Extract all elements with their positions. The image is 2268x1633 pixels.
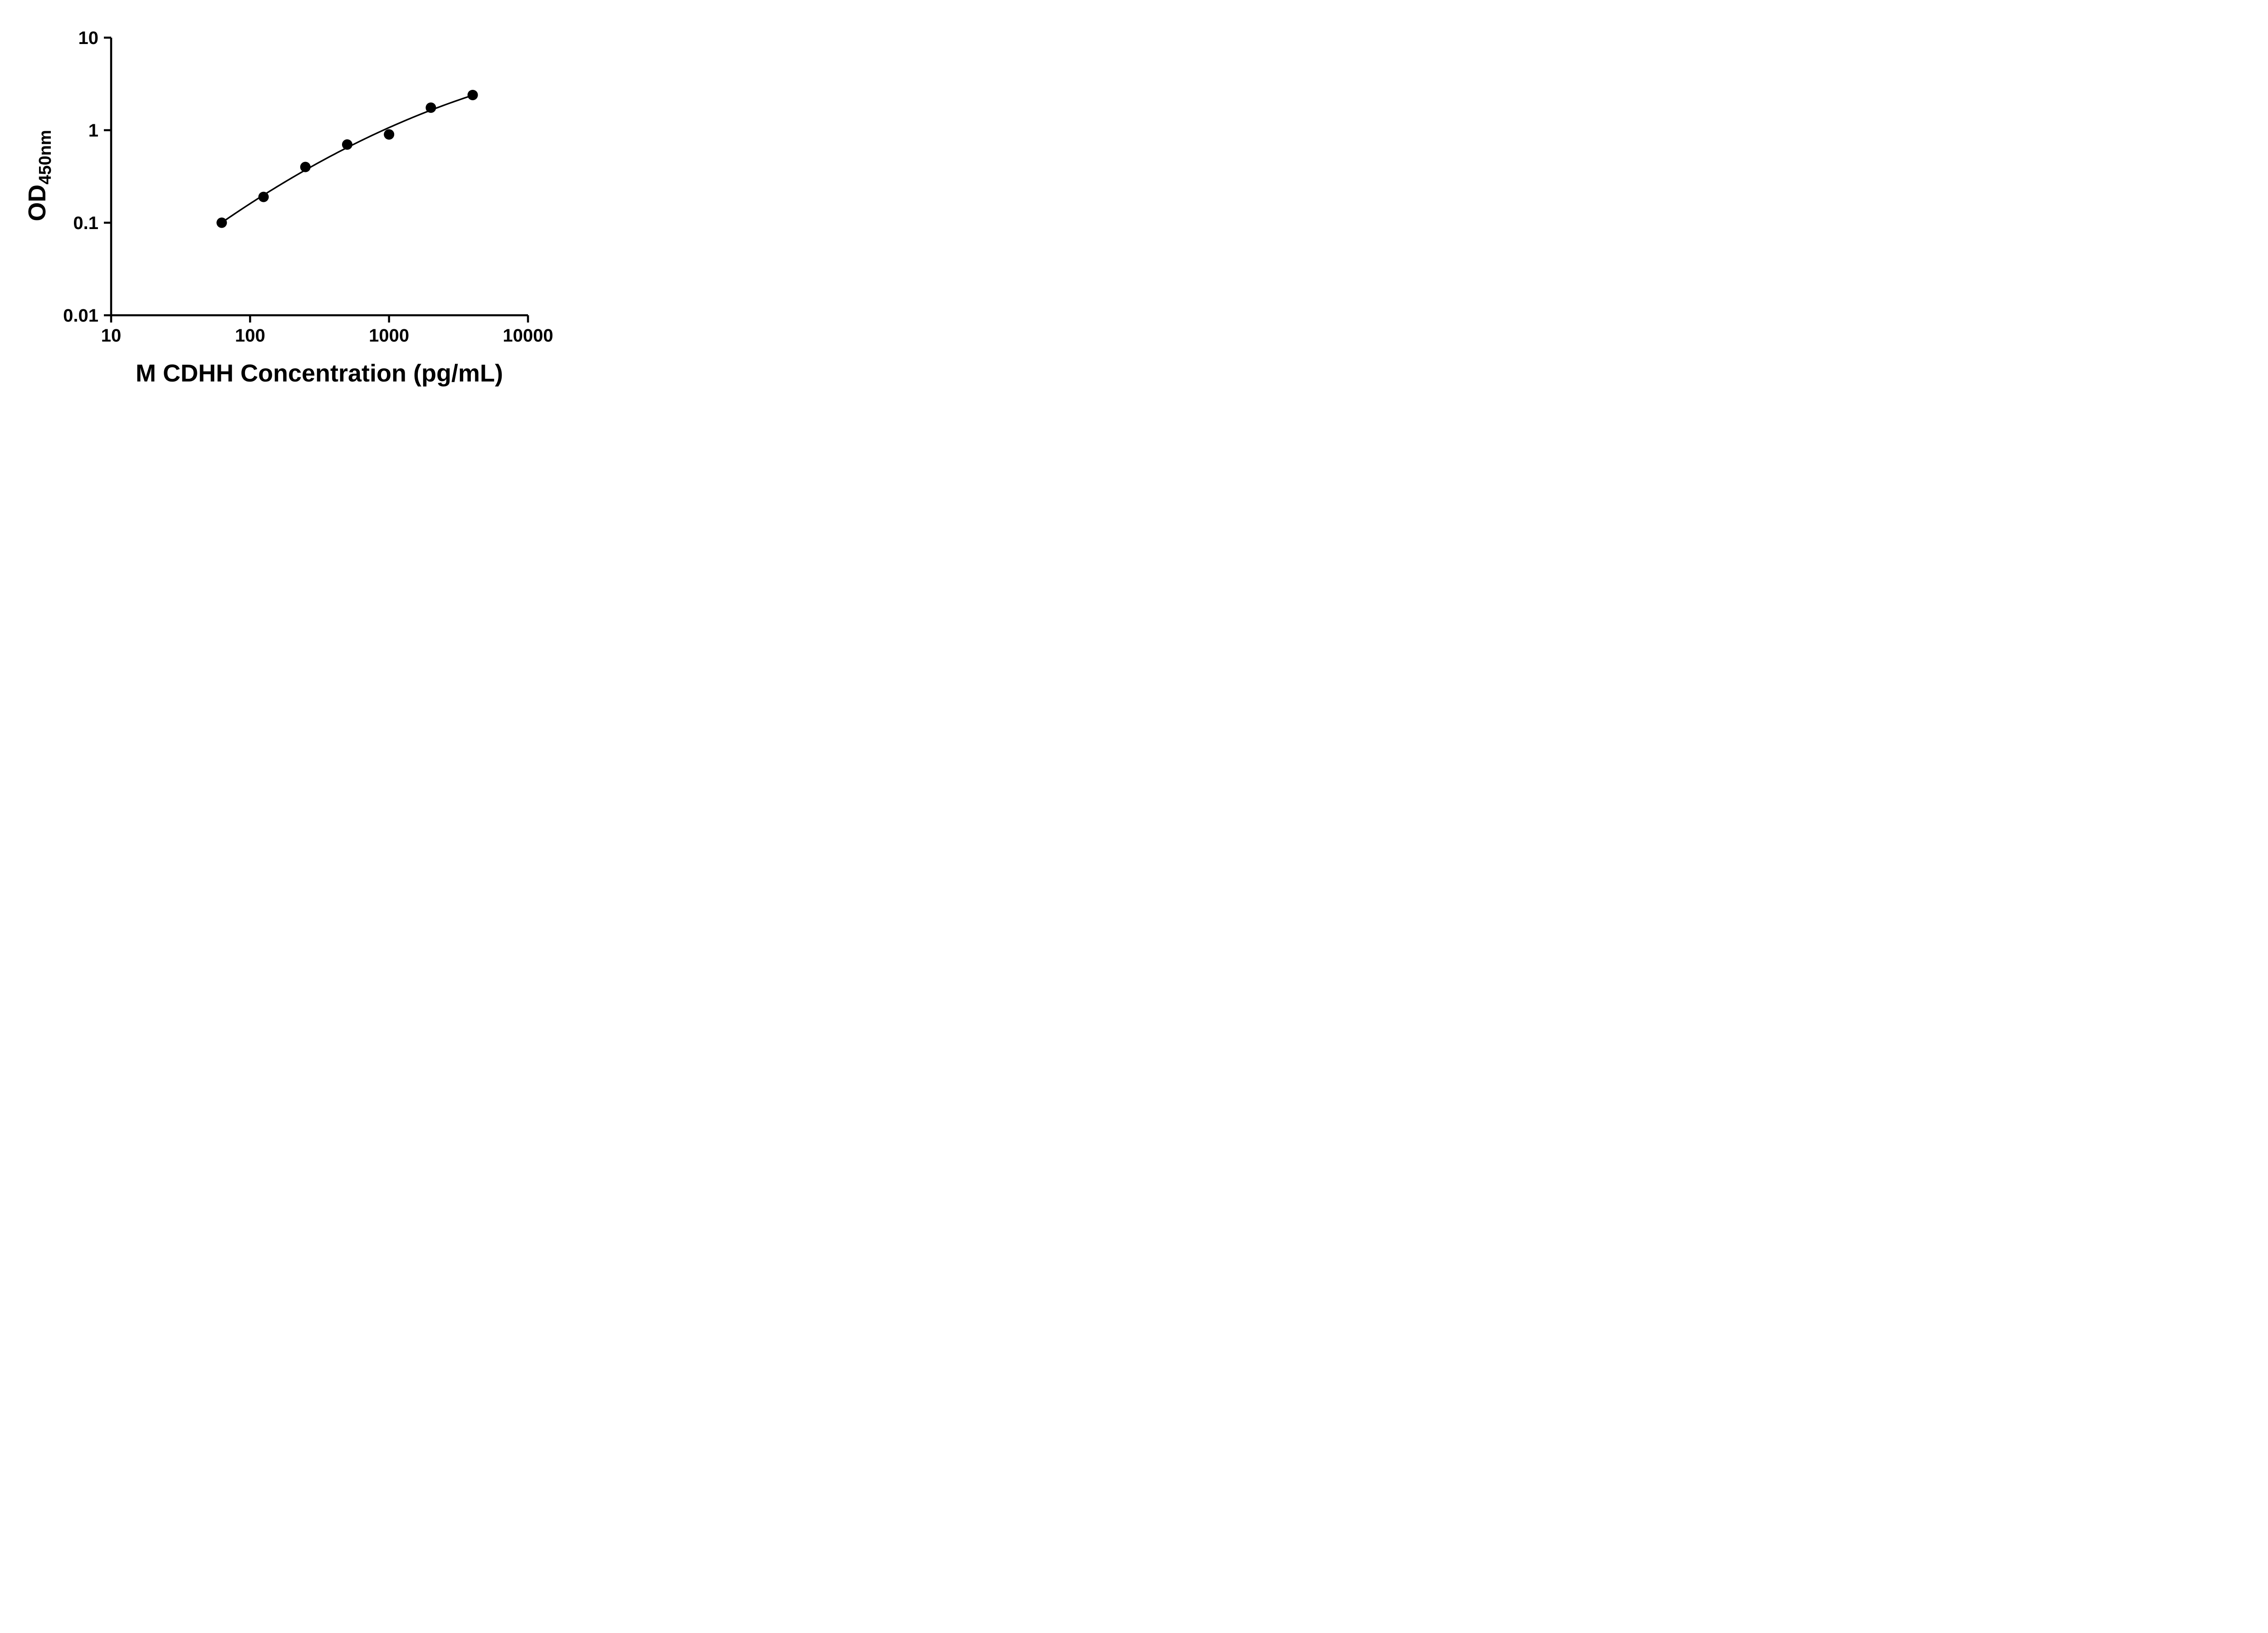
data-point xyxy=(342,139,352,150)
y-axis-title-main: OD xyxy=(24,185,51,221)
y-axis-title-subscript: 450nm xyxy=(36,130,55,184)
svg-text:OD450nm: OD450nm xyxy=(24,130,55,221)
axis-frame xyxy=(110,38,528,317)
y-tick-label: 1 xyxy=(88,121,98,141)
data-point xyxy=(384,129,395,140)
y-tick-label: 0.01 xyxy=(63,306,98,326)
y-tick-label: 10 xyxy=(78,28,99,48)
data-point xyxy=(216,217,227,228)
y-tick-label: 0.1 xyxy=(73,213,98,233)
x-tick-label: 10000 xyxy=(503,326,553,346)
x-tick-label: 10 xyxy=(101,326,122,346)
x-axis-title: M CDHH Concentration (pg/mL) xyxy=(136,360,503,387)
plot-area: 10 100 1000 10000 0.01 0.1 1 10 xyxy=(63,28,553,346)
chart-canvas: 10 100 1000 10000 0.01 0.1 1 10 M CDHH Concentr… xyxy=(24,28,553,387)
data-point xyxy=(425,102,436,113)
data-point xyxy=(467,89,478,100)
y-axis-title: OD450nm xyxy=(24,130,55,221)
fit-curve xyxy=(221,94,473,224)
x-tick-label: 100 xyxy=(235,326,265,346)
x-tick-label: 1000 xyxy=(369,326,409,346)
data-point xyxy=(300,161,311,172)
standard-curve-figure: 10 100 1000 10000 0.01 0.1 1 10 M CDHH Concentr… xyxy=(0,0,583,408)
data-point xyxy=(258,191,269,202)
